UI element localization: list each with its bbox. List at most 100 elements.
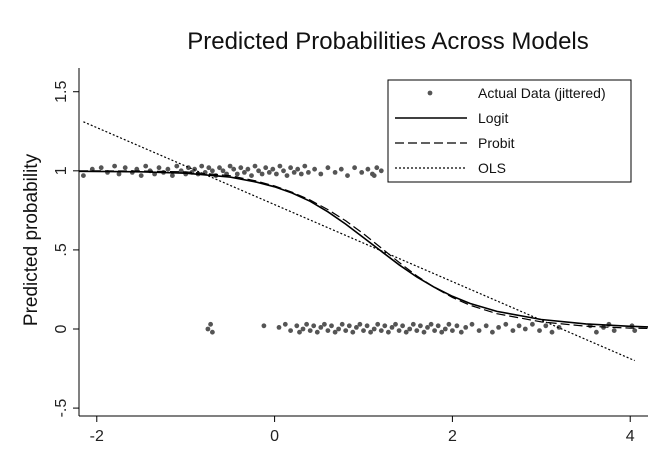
- data-point: [178, 168, 184, 174]
- data-point: [425, 325, 430, 330]
- data-point: [503, 321, 509, 327]
- data-point: [386, 329, 391, 335]
- data-point: [368, 329, 373, 335]
- data-point: [231, 166, 237, 172]
- data-point: [263, 165, 269, 171]
- data-point: [277, 163, 283, 169]
- data-point: [220, 168, 226, 174]
- data-point: [282, 321, 288, 327]
- data-point: [297, 329, 302, 335]
- data-point: [259, 171, 265, 177]
- data-point: [343, 328, 349, 333]
- data-point: [403, 329, 409, 335]
- data-point: [266, 170, 272, 175]
- legend-label-actual-data-jittered: Actual Data (jittered): [478, 85, 606, 101]
- data-point: [304, 321, 309, 327]
- plot-area: -2 0 2 4 -.5 0 .5 1 1.5: [53, 68, 649, 445]
- data-point: [346, 323, 352, 329]
- y-tick-label: -.5: [53, 399, 70, 418]
- data-point: [496, 325, 501, 330]
- data-point: [288, 165, 293, 171]
- data-point: [450, 328, 455, 333]
- data-point: [371, 173, 377, 179]
- data-point: [556, 325, 562, 330]
- legend-label-ols: OLS: [478, 160, 506, 176]
- data-point: [122, 165, 128, 171]
- data-point: [156, 165, 162, 171]
- data-point: [98, 165, 104, 171]
- data-point: [365, 166, 371, 172]
- y-tick-label: .5: [53, 243, 70, 256]
- data-point: [199, 163, 205, 169]
- data-point: [170, 173, 175, 179]
- data-point: [439, 329, 445, 335]
- data-point: [227, 163, 233, 169]
- data-point: [352, 165, 357, 171]
- data-point: [463, 325, 469, 330]
- data-point: [291, 170, 297, 175]
- data-point: [345, 173, 350, 179]
- data-point: [374, 165, 380, 171]
- data-point: [378, 168, 384, 174]
- data-point: [428, 321, 434, 327]
- data-point: [261, 323, 267, 329]
- data-point: [300, 326, 306, 332]
- legend: Actual Data (jittered) Logit Probit OLS: [387, 79, 632, 183]
- data-point: [632, 328, 638, 333]
- x-tick-label: 0: [270, 428, 279, 445]
- data-point: [325, 328, 331, 333]
- data-point: [393, 321, 398, 327]
- data-point: [332, 170, 338, 175]
- data-point: [322, 321, 327, 327]
- data-point: [270, 166, 276, 172]
- data-point: [288, 328, 293, 333]
- data-point: [432, 328, 437, 333]
- data-point: [458, 329, 464, 335]
- data-point: [307, 328, 313, 333]
- data-point: [446, 321, 452, 327]
- data-point: [357, 321, 363, 327]
- data-point: [143, 163, 149, 169]
- legend-box: [387, 79, 632, 183]
- data-point: [284, 173, 290, 179]
- data-point: [611, 328, 617, 333]
- data-point: [312, 166, 317, 172]
- data-point: [332, 329, 338, 335]
- data-point: [256, 168, 261, 174]
- data-point: [378, 328, 384, 333]
- data-point: [165, 166, 171, 172]
- data-point: [476, 328, 482, 333]
- data-point: [192, 166, 198, 172]
- data-point: [206, 165, 212, 171]
- data-point: [245, 166, 251, 172]
- y-tick-label: 1.5: [53, 81, 70, 103]
- data-point: [359, 170, 365, 175]
- legend-label-logit: Logit: [478, 110, 508, 126]
- data-point: [81, 173, 86, 179]
- series-line-logit: [78, 170, 649, 328]
- data-point: [421, 329, 427, 335]
- data-point: [549, 329, 555, 335]
- data-point: [298, 171, 304, 177]
- y-tick-label: 0: [53, 324, 70, 333]
- data-point: [112, 163, 117, 169]
- data-point: [234, 171, 240, 177]
- data-point: [389, 325, 395, 330]
- series-line-ols: [83, 121, 635, 362]
- data-point: [371, 326, 377, 332]
- series-line-probit: [78, 170, 649, 329]
- data-point: [530, 321, 535, 327]
- data-point: [516, 323, 522, 329]
- data-point: [414, 328, 420, 333]
- data-point: [174, 163, 180, 169]
- data-point: [364, 323, 370, 329]
- data-point: [407, 326, 413, 332]
- data-point: [522, 326, 528, 332]
- data-point: [205, 326, 211, 332]
- data-point: [361, 328, 366, 333]
- x-tick-label: 4: [626, 428, 635, 445]
- data-point: [354, 325, 359, 330]
- data-point: [318, 171, 324, 177]
- data-point: [138, 173, 144, 179]
